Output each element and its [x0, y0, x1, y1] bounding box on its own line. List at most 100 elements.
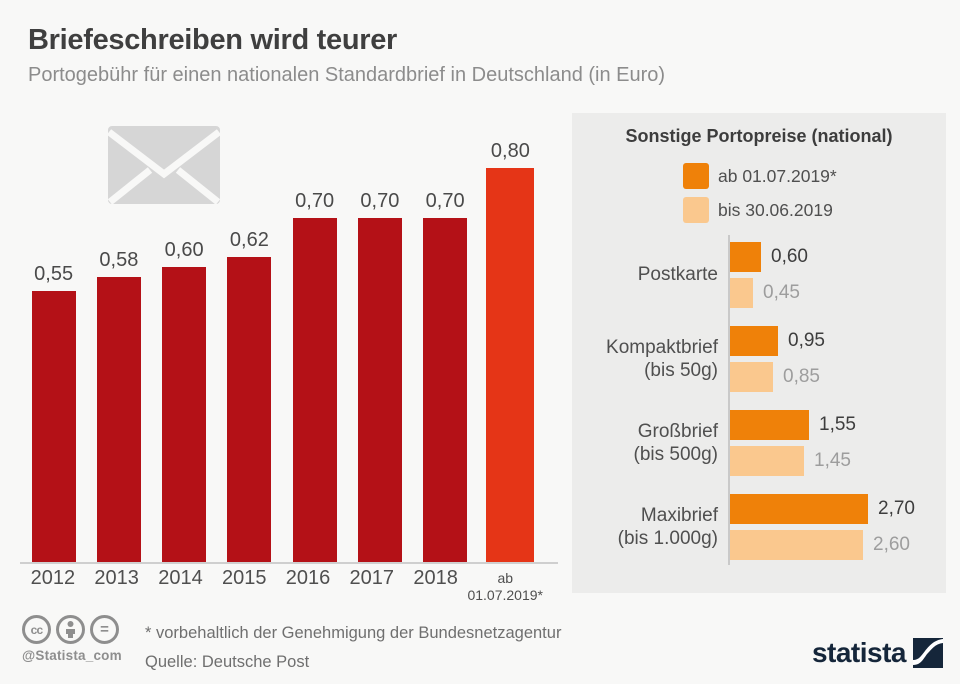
- hbar-Großbrief-new: [730, 410, 809, 440]
- bar-2012: [31, 291, 76, 562]
- legend-item-old: bis 30.06.2019: [683, 197, 946, 223]
- panel-axis-line: [728, 235, 730, 565]
- source-line: Quelle: Deutsche Post: [145, 653, 310, 671]
- x-axis-tick-label: 2012: [30, 567, 76, 589]
- panel-hbar-line: 0,45: [730, 278, 946, 308]
- footnote: * vorbehaltlich der Genehmigung der Bund…: [145, 624, 562, 642]
- x-axis-tick-label: 2017: [349, 567, 395, 589]
- bar-2017: [357, 218, 402, 562]
- hbar-value-label: 2,60: [873, 534, 910, 555]
- bar-value-label: 0,60: [164, 239, 204, 261]
- bar-2013: [96, 277, 141, 562]
- x-axis-labels: 2012 2013 2014 2015 2016 2017 2018 ab 01.07.2019…: [21, 567, 543, 604]
- statista-logo: statista: [812, 637, 943, 669]
- hbar-value-label: 0,85: [783, 366, 820, 387]
- hbar-value-label: 0,45: [763, 282, 800, 303]
- panel-hbar-line: 1,55: [730, 410, 946, 440]
- panel-hbar-line: 2,60: [730, 530, 946, 560]
- bar-slot: 0,70: [282, 190, 347, 562]
- hbar-Maxibrief-old: [730, 530, 863, 560]
- legend-item-new: ab 01.07.2019*: [683, 163, 946, 189]
- x-axis-tick-label: ab 01.07.2019*: [467, 570, 543, 603]
- bar-2014: [162, 267, 207, 562]
- panel-row-bars: 1,55 1,45: [728, 410, 946, 476]
- hbar-Postkarte-old: [730, 278, 753, 308]
- panel-row-label: Kompaktbrief (bis 50g): [606, 336, 718, 381]
- legend-swatch-old-icon: [683, 197, 709, 223]
- bar-value-label: 0,62: [229, 229, 269, 251]
- bar-value-label: 0,55: [34, 263, 74, 285]
- bar-value-label: 0,80: [490, 140, 530, 162]
- page-subtitle: Portogebühr für einen nationalen Standar…: [28, 64, 666, 86]
- panel-row-Kompaktbrief: Kompaktbrief (bis 50g) 0,95 0,85: [572, 326, 946, 392]
- panel-title: Sonstige Portopreise (national): [625, 126, 893, 146]
- bar-slot: 0,60: [152, 239, 217, 562]
- panel-hbar-line: 2,70: [730, 494, 946, 524]
- legend-label-new: ab 01.07.2019*: [718, 165, 837, 186]
- panel-row-Großbrief: Großbrief (bis 500g) 1,55 1,45: [572, 410, 946, 476]
- bar-ab: [486, 168, 535, 562]
- bar-slot: 0,70: [347, 190, 412, 562]
- panel-row-label: Maxibrief (bis 1.000g): [617, 504, 718, 549]
- page-title: Briefeschreiben wird teurer: [28, 24, 398, 56]
- cc-icons: cc =: [22, 615, 122, 644]
- x-axis-tick-label: 2018: [413, 567, 458, 589]
- panel-row-bars: 2,70 2,60: [728, 494, 946, 560]
- footnotes: * vorbehaltlich der Genehmigung der Bund…: [145, 624, 561, 672]
- header: Briefeschreiben wird teurer Portogebühr …: [28, 24, 665, 87]
- hbar-value-label: 1,45: [814, 450, 851, 471]
- panel-hbar-line: 0,85: [730, 362, 946, 392]
- x-axis-tick-label: 2016: [285, 567, 331, 589]
- main-bars: 0,55 0,58 0,60 0,62 0,70 0,70 0,70 0,80: [21, 140, 543, 562]
- hbar-value-label: 2,70: [878, 498, 915, 519]
- hbar-Kompaktbrief-old: [730, 362, 773, 392]
- license-block: cc = @Statista_com: [22, 615, 122, 663]
- hbar-value-label: 1,55: [819, 414, 856, 435]
- panel-hbar-line: 0,95: [730, 326, 946, 356]
- hbar-Großbrief-old: [730, 446, 804, 476]
- legend-swatch-new-icon: [683, 163, 709, 189]
- bar-2016: [292, 218, 337, 562]
- panel-row-bars: 0,95 0,85: [728, 326, 946, 392]
- bar-slot: 0,58: [86, 249, 151, 562]
- side-panel: Sonstige Portopreise (national) ab 01.07…: [572, 113, 946, 593]
- bar-value-label: 0,70: [295, 190, 335, 212]
- attribution-person-icon: [56, 615, 85, 644]
- main-bar-chart: 0,55 0,58 0,60 0,62 0,70 0,70 0,70 0,80 2012 201…: [20, 140, 558, 604]
- legend: ab 01.07.2019* bis 30.06.2019: [683, 163, 946, 223]
- x-axis-tick-label: 2014: [158, 567, 203, 589]
- hbar-Maxibrief-new: [730, 494, 868, 524]
- bar-slot: 0,80: [478, 140, 543, 562]
- legend-label-old: bis 30.06.2019: [718, 199, 833, 220]
- statista-logo-mark-icon: [913, 638, 943, 668]
- panel-bar-chart: Postkarte 0,60 0,45 Kompaktbrief (bis 50g) 0,…: [572, 235, 946, 565]
- x-axis-tick-label: 2015: [221, 567, 267, 589]
- bar-slot: 0,55: [21, 263, 86, 562]
- equals-nd-icon: =: [90, 615, 119, 644]
- bar-value-label: 0,70: [360, 190, 400, 212]
- panel-row-label: Postkarte: [637, 264, 718, 286]
- hbar-Kompaktbrief-new: [730, 326, 778, 356]
- hbar-value-label: 0,60: [771, 246, 808, 267]
- envelope-icon: [106, 126, 222, 209]
- bar-value-label: 0,70: [425, 190, 465, 212]
- panel-row-bars: 0,60 0,45: [728, 242, 946, 308]
- cc-icon: cc: [22, 615, 51, 644]
- hbar-Postkarte-new: [730, 242, 761, 272]
- bar-value-label: 0,58: [99, 249, 139, 271]
- panel-row-Postkarte: Postkarte 0,60 0,45: [572, 242, 946, 308]
- bar-slot: 0,70: [413, 190, 478, 562]
- bar-2015: [227, 257, 272, 562]
- bar-slot: 0,62: [217, 229, 282, 562]
- x-axis-tick-label: 2013: [94, 567, 139, 589]
- panel-row-label: Großbrief (bis 500g): [633, 420, 719, 465]
- statista-handle: @Statista_com: [22, 648, 122, 663]
- panel-rows: Postkarte 0,60 0,45 Kompaktbrief (bis 50g) 0,…: [572, 242, 946, 578]
- statista-logo-text: statista: [811, 637, 907, 668]
- x-axis-line: [20, 562, 558, 564]
- panel-row-Maxibrief: Maxibrief (bis 1.000g) 2,70 2,60: [572, 494, 946, 560]
- panel-hbar-line: 1,45: [730, 446, 946, 476]
- hbar-value-label: 0,95: [788, 330, 825, 351]
- bar-2018: [423, 218, 468, 562]
